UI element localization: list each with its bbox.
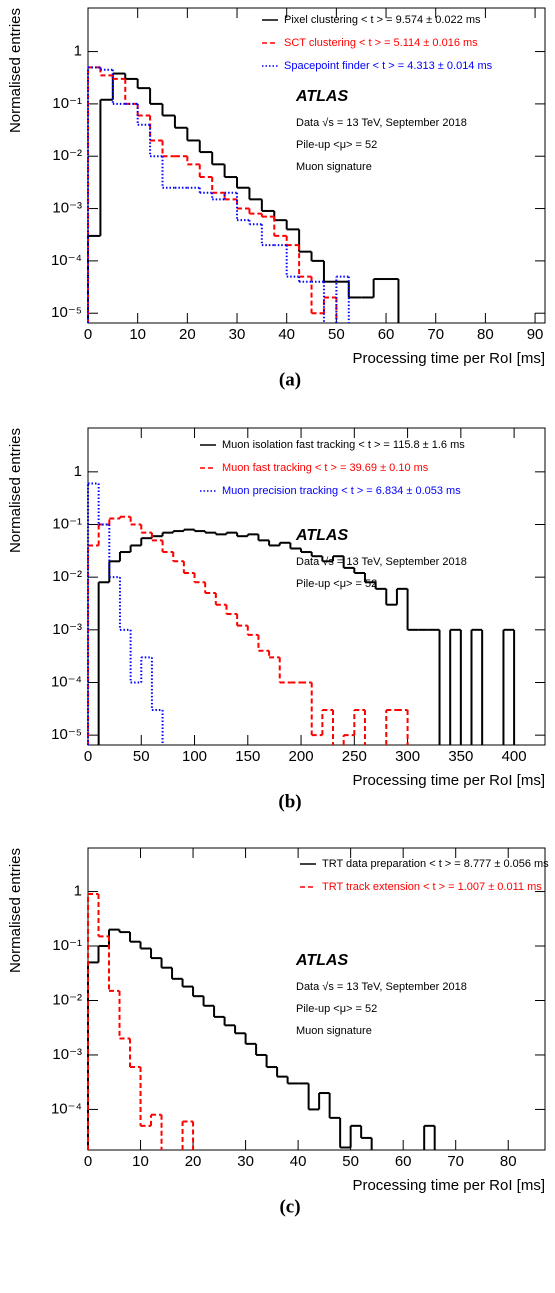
x-tick-label: 70 — [447, 1153, 464, 1170]
y-tick-label: 10⁻⁵ — [51, 304, 82, 321]
y-tick-label: 1 — [74, 43, 82, 60]
x-tick-label: 250 — [342, 748, 367, 765]
x-tick-label: 50 — [328, 326, 345, 343]
x-tick-label: 350 — [448, 748, 473, 765]
x-tick-label: 10 — [129, 326, 146, 343]
x-tick-label: 0 — [84, 326, 92, 343]
x-axis-label: Processing time per RoI [ms] — [352, 350, 545, 367]
y-tick-label: 10⁻¹ — [52, 937, 82, 954]
atlas-label: ATLAS — [295, 88, 348, 105]
legend-entry: TRT track extension < t > = 1.007 ± 0.01… — [322, 881, 542, 893]
y-tick-label: 1 — [74, 463, 82, 480]
x-tick-label: 60 — [395, 1153, 412, 1170]
plot-frame — [87, 847, 546, 1151]
x-tick-label: 400 — [502, 748, 527, 765]
x-tick-label: 80 — [500, 1153, 517, 1170]
x-tick-label: 50 — [133, 748, 150, 765]
x-tick-label: 10 — [132, 1153, 149, 1170]
x-tick-label: 20 — [179, 326, 196, 343]
series — [87, 66, 338, 323]
y-tick-label: 10⁻³ — [52, 621, 82, 638]
y-tick-label: 10⁻² — [52, 991, 82, 1008]
panel: 10⁻⁵ 10⁻⁴ 10⁻³ 10⁻² 10⁻¹ 1 0 50 100 150 200 250 300 3… — [7, 427, 546, 812]
legend-entry: Pixel clustering < t > = 9.574 ± 0.022 m… — [284, 14, 481, 26]
x-tick-label: 30 — [237, 1153, 254, 1170]
legend-entry: TRT data preparation < t > = 8.777 ± 0.0… — [322, 858, 549, 870]
legend-entry: Spacepoint finder < t > = 4.313 ± 0.014 … — [284, 60, 493, 72]
x-tick-label: 60 — [378, 326, 395, 343]
x-tick-label: 30 — [229, 326, 246, 343]
y-axis-label: Normalised entries — [7, 8, 24, 133]
y-tick-label: 10⁻⁴ — [51, 1100, 82, 1117]
atlas-label: ATLAS — [295, 527, 348, 544]
annotation: Data √s = 13 TeV, September 2018 — [296, 117, 467, 129]
x-tick-label: 200 — [289, 748, 314, 765]
series — [87, 66, 350, 323]
series — [87, 515, 409, 745]
y-tick-label: 10⁻⁴ — [51, 673, 82, 690]
x-tick-label: 300 — [395, 748, 420, 765]
y-tick-label: 10⁻⁵ — [51, 726, 82, 743]
y-axis-label: Normalised entries — [7, 848, 24, 973]
x-tick-label: 80 — [477, 326, 494, 343]
x-tick-label: 20 — [185, 1153, 202, 1170]
series — [97, 528, 516, 745]
panel-label: (b) — [278, 791, 301, 812]
annotation: Pile-up <μ> = 52 — [296, 139, 377, 151]
x-axis-label: Processing time per RoI [ms] — [352, 1177, 545, 1194]
y-tick-label: 10⁻¹ — [52, 95, 82, 112]
annotation: Muon signature — [296, 1025, 372, 1037]
panel-label: (c) — [279, 1196, 300, 1217]
x-tick-label: 100 — [182, 748, 207, 765]
series — [87, 893, 195, 1150]
panel: 10⁻⁴10⁻³10⁻²10⁻¹10 10 20 30 40 50 60 70 80Proces… — [7, 847, 549, 1217]
legend-entry: SCT clustering < t > = 5.114 ± 0.016 ms — [284, 37, 478, 49]
legend-entry: Muon isolation fast tracking < t > = 115… — [222, 439, 465, 451]
x-axis-label: Processing time per RoI [ms] — [352, 772, 545, 789]
y-axis-label: Normalised entries — [7, 428, 24, 553]
legend-entry: Muon precision tracking < t > = 6.834 ± … — [222, 485, 461, 497]
x-tick-label: 40 — [278, 326, 295, 343]
annotation: Data √s = 13 TeV, September 2018 — [296, 981, 467, 993]
y-tick-label: 10⁻¹ — [52, 515, 82, 532]
x-tick-label: 0 — [84, 748, 92, 765]
x-tick-label: 150 — [235, 748, 260, 765]
y-tick-label: 10⁻³ — [52, 1046, 82, 1063]
y-tick-label: 10⁻³ — [52, 200, 82, 217]
panel: 10⁻⁵10⁻⁴10⁻³10⁻²10⁻¹10 10 20 30 40 50 60 70 80 90… — [7, 7, 546, 390]
atlas-label: ATLAS — [295, 952, 348, 969]
x-tick-label: 70 — [427, 326, 444, 343]
series — [87, 482, 164, 745]
annotation: Pile-up <μ> = 52 — [296, 1003, 377, 1015]
y-tick-label: 10⁻² — [52, 147, 82, 164]
y-tick-label: 10⁻² — [52, 568, 82, 585]
y-tick-label: 1 — [74, 883, 82, 900]
annotation: Pile-up <μ> = 52 — [296, 578, 377, 590]
annotation: Muon signature — [296, 161, 372, 173]
x-tick-label: 0 — [84, 1153, 92, 1170]
x-tick-label: 40 — [290, 1153, 307, 1170]
x-tick-label: 50 — [342, 1153, 359, 1170]
legend-entry: Muon fast tracking < t > = 39.69 ± 0.10 … — [222, 462, 429, 474]
annotation: Data √s = 13 TeV, September 2018 — [296, 556, 467, 568]
panel-label: (a) — [279, 369, 301, 390]
x-tick-label: 90 — [527, 326, 544, 343]
series — [87, 72, 400, 323]
y-tick-label: 10⁻⁴ — [51, 252, 82, 269]
